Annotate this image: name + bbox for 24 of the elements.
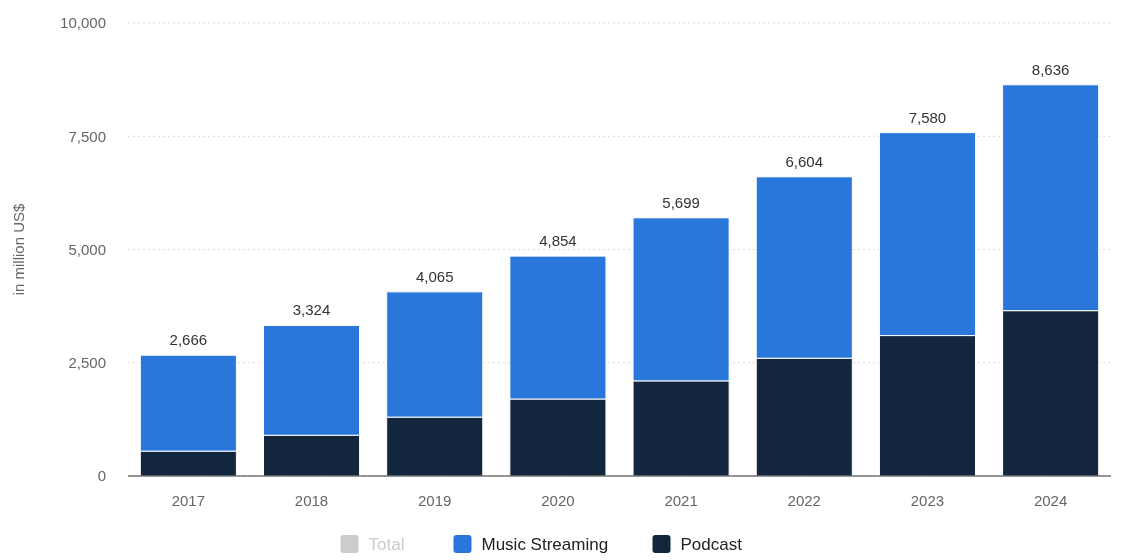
y-tick-label: 2,500 [68,354,106,371]
x-tick-label: 2018 [294,492,329,509]
y-tick-label: 5,000 [68,240,106,258]
x-tick-label: 2023 [910,492,945,509]
legend-label: Podcast [680,535,743,554]
total-label: 4,854 [539,232,577,250]
total-label: 2,666 [169,331,208,349]
total-label: 5,699 [662,193,700,211]
legend-label: Music Streaming [481,535,609,554]
y-tick-label: 0 [97,467,106,485]
total-label: 7,580 [908,108,947,126]
x-tick-label: 2019 [418,492,452,509]
y-tick-label: 7,500 [68,127,106,145]
y-tick-label: 10,000 [60,14,106,32]
total-label: 4,065 [415,267,454,285]
x-tick-label: 2020 [541,492,575,509]
total-label: 3,324 [292,301,331,319]
x-tick-label: 2024 [1033,492,1068,509]
y-axis-title: in million US$ [10,202,27,296]
total-label: 6,604 [785,152,824,170]
x-tick-label: 2017 [171,492,206,509]
x-tick-label: 2022 [787,492,821,509]
x-tick-label: 2021 [664,492,698,509]
total-label: 8,636 [1031,60,1070,78]
